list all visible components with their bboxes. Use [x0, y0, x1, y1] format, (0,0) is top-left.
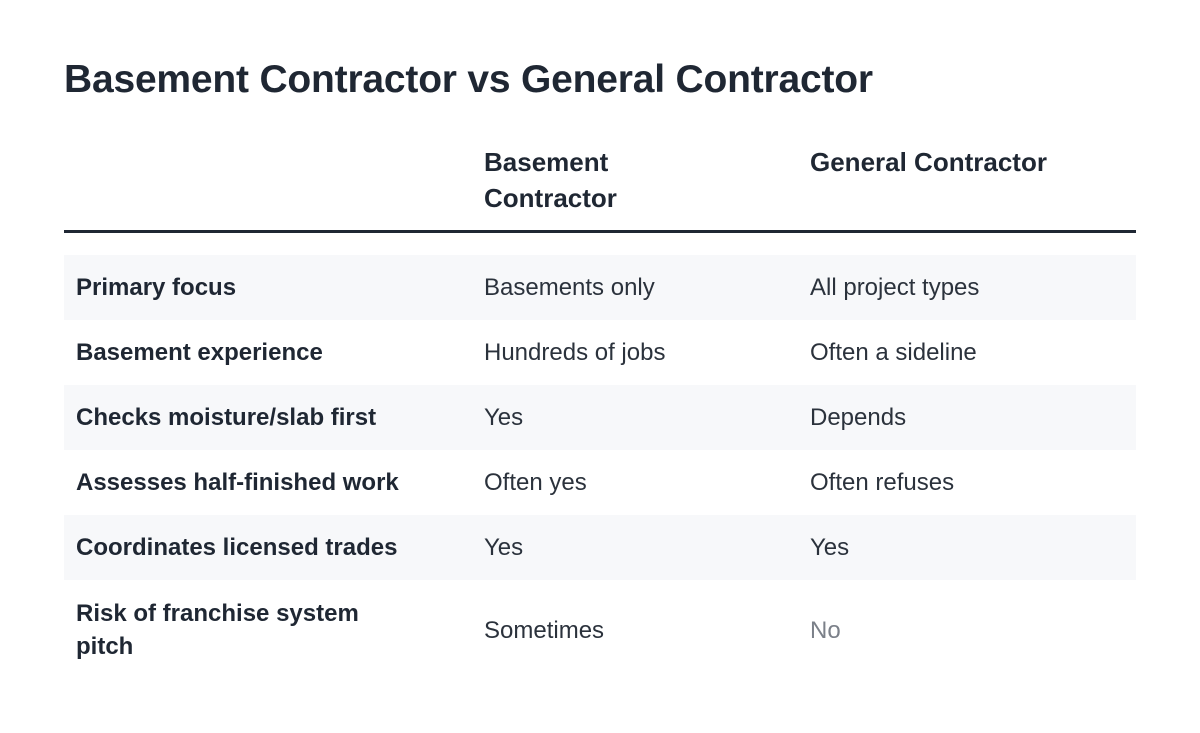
table-body: Primary focus Basements only All project…	[64, 255, 1136, 680]
table-row: Assesses half-finished work Often yes Of…	[64, 450, 1136, 515]
row-label: Assesses half-finished work	[76, 469, 399, 496]
row-label: Risk of franchise system pitch	[76, 600, 359, 660]
row-label: Coordinates licensed trades	[76, 534, 398, 561]
table-row: Risk of franchise system pitch Sometimes…	[64, 580, 1136, 680]
row-label: Basement experience	[76, 339, 323, 366]
table-row: Basement experience Hundreds of jobs Oft…	[64, 320, 1136, 385]
row-label: Primary focus	[76, 274, 237, 301]
basement-contractor-value: Often yes	[484, 469, 587, 496]
table-row: Primary focus Basements only All project…	[64, 255, 1136, 320]
column-header-basement-contractor: Basement Contractor	[484, 147, 617, 213]
column-header-general-contractor: General Contractor	[810, 147, 1047, 177]
basement-contractor-value: Hundreds of jobs	[484, 339, 666, 366]
row-label: Checks moisture/slab first	[76, 404, 377, 431]
table-header: Basement Contractor General Contractor	[64, 144, 1136, 233]
basement-contractor-value: Yes	[484, 534, 524, 561]
general-contractor-value: Yes	[810, 534, 850, 561]
table-row: Checks moisture/slab first Yes Depends	[64, 385, 1136, 450]
page-title: Basement Contractor vs General Contracto…	[64, 58, 873, 101]
basement-contractor-value: Sometimes	[484, 616, 605, 644]
basement-contractor-value: Yes	[484, 404, 524, 431]
table-row: Coordinates licensed trades Yes Yes	[64, 515, 1136, 580]
general-contractor-value: Often a sideline	[810, 339, 977, 366]
general-contractor-value: Depends	[810, 404, 907, 431]
general-contractor-value: No	[810, 616, 841, 644]
comparison-table: Basement Contractor General Contractor P…	[64, 144, 1136, 680]
general-contractor-value: All project types	[810, 274, 980, 301]
basement-contractor-value: Basements only	[484, 274, 655, 301]
general-contractor-value: Often refuses	[810, 469, 955, 496]
